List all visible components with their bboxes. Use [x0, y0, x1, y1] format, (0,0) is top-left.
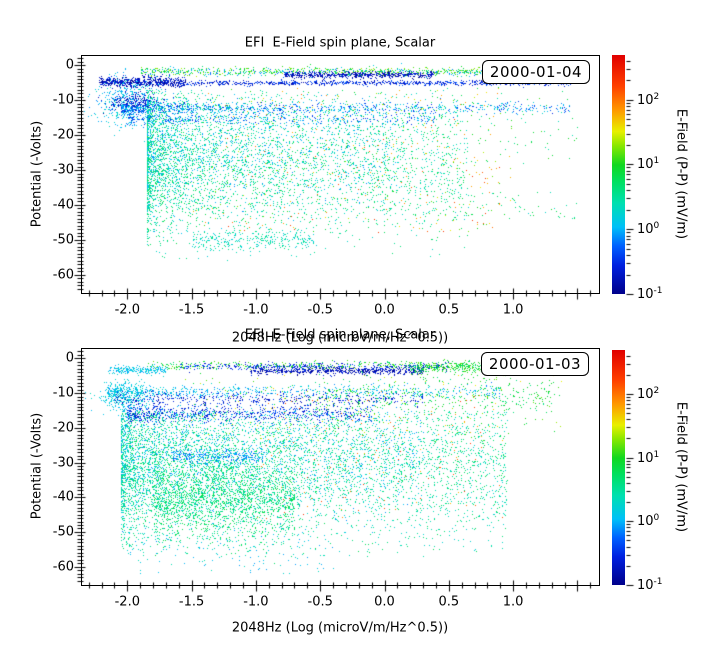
y-tick-label: -50 [52, 524, 74, 540]
colorbar-top-gradient [612, 55, 625, 294]
y-tick-label: -30 [52, 455, 74, 471]
panel-top-scatter-canvas [82, 56, 598, 292]
colorbar-tick-label: 10-1 [637, 285, 663, 303]
panel-bottom-x-axis-label: 2048Hz (Log (microV/m/Hz^0.5)) [231, 620, 449, 636]
colorbar-tick-label: 101 [637, 449, 660, 466]
x-tick-label: 0.5 [438, 594, 460, 610]
panel-bottom-scatter-canvas [82, 349, 598, 584]
x-tick-label: -0.5 [307, 594, 333, 610]
panel-bottom-y-axis-label: Potential (-Volts) [29, 412, 45, 520]
panel-bottom-title: EFI E-Field spin plane, Scalar [244, 327, 436, 343]
y-tick-label: -10 [52, 92, 74, 108]
panel-bottom-legend-date: 2000-01-03 [488, 355, 582, 373]
y-tick-label: -40 [52, 489, 74, 505]
panel-top-title: EFI E-Field spin plane, Scalar [244, 35, 436, 51]
y-tick-label: -50 [52, 232, 74, 248]
y-tick-label: 0 [65, 57, 74, 73]
y-tick-label: -20 [52, 127, 74, 143]
panel-top-x-axis-label: 2048Hz (Log (microV/m/Hz^0.5)) [231, 330, 449, 346]
y-tick-label: -40 [52, 197, 74, 213]
x-tick-label: -2.0 [114, 302, 140, 318]
y-tick-label: -10 [52, 385, 74, 401]
colorbar-tick-label: 100 [637, 221, 660, 238]
x-tick-label: -1.5 [178, 302, 205, 318]
panel-bottom-legend-box: 2000-01-03 [481, 352, 589, 376]
colorbar-tick-label: 10-1 [637, 576, 663, 594]
x-tick-label: 1.0 [502, 594, 524, 610]
colorbar-bottom-gradient [612, 350, 625, 585]
colorbar-tick-label: 100 [637, 513, 660, 530]
colorbar-top-label: E-Field (P-P) (mV/m) [673, 108, 689, 240]
x-tick-label: -1.5 [178, 594, 205, 610]
y-tick-label: -30 [52, 162, 74, 178]
x-tick-label: -0.5 [307, 302, 333, 318]
colorbar-tick-label: 102 [637, 385, 660, 403]
x-tick-label: 1.0 [502, 302, 524, 318]
y-tick-label: -20 [52, 420, 74, 436]
x-tick-label: 0.0 [374, 594, 395, 610]
colorbar-tick-label: 101 [637, 156, 660, 173]
x-tick-label: -1.0 [243, 302, 269, 318]
colorbar-bottom-label: E-Field (P-P) (mV/m) [673, 401, 689, 533]
y-tick-label: -60 [52, 267, 74, 283]
panel-top-legend-date: 2000-01-04 [489, 63, 583, 81]
x-tick-label: -2.0 [114, 594, 140, 610]
x-tick-label: 0.0 [374, 302, 395, 318]
y-tick-label: -60 [52, 559, 74, 575]
x-tick-label: 0.5 [438, 302, 460, 318]
x-tick-label: -1.0 [243, 594, 269, 610]
panel-top-legend-box: 2000-01-04 [482, 60, 590, 84]
panel-top-y-axis-label: Potential (-Volts) [29, 120, 45, 228]
y-tick-label: 0 [65, 350, 74, 366]
colorbar-tick-label: 102 [637, 91, 660, 108]
